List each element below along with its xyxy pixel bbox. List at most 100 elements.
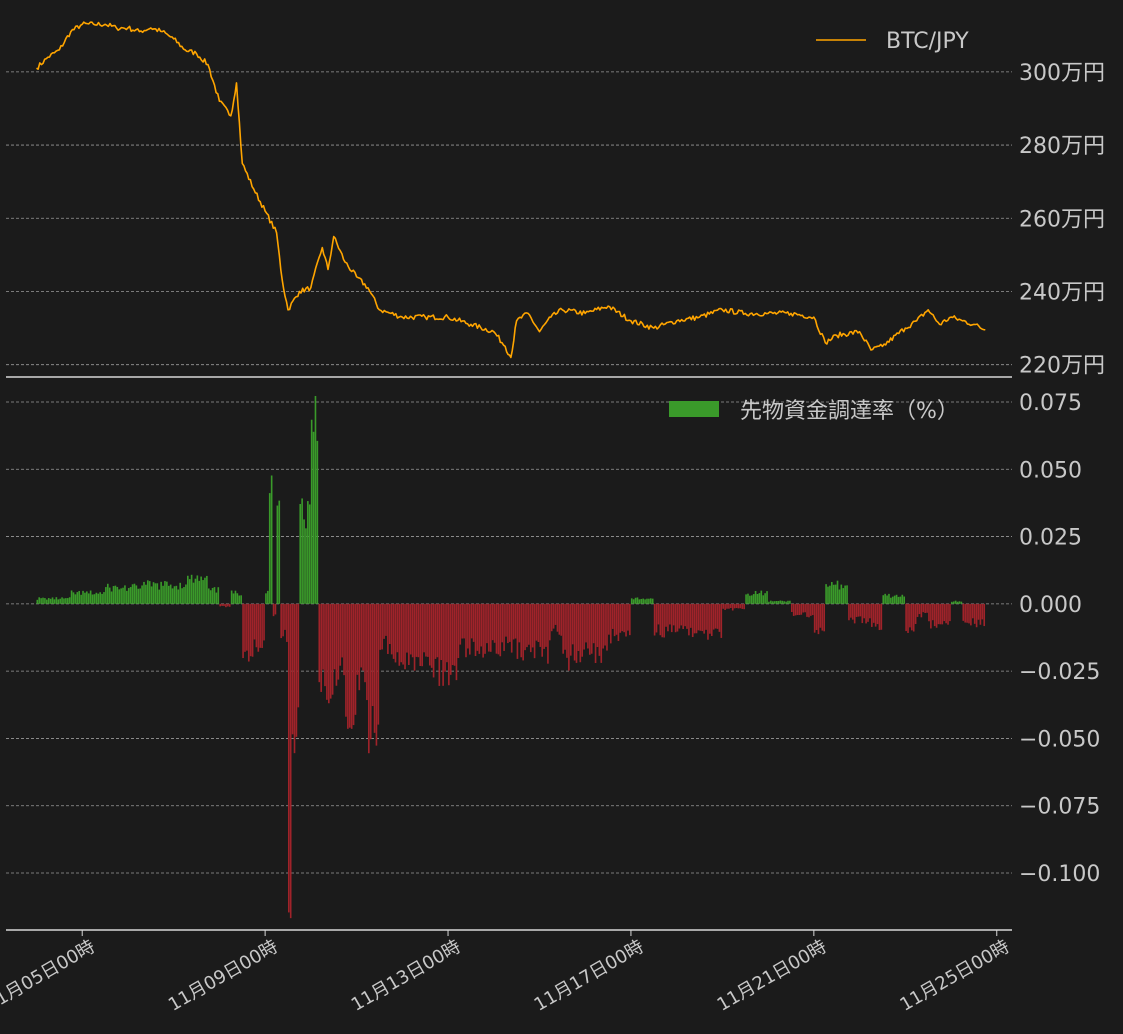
funding-bar — [952, 601, 955, 604]
funding-bar — [871, 603, 873, 627]
funding-bar — [924, 603, 926, 613]
funding-bar — [941, 603, 944, 625]
funding-bar — [308, 504, 311, 604]
funding-bar — [699, 603, 702, 631]
funding-bar — [394, 603, 397, 663]
funding-bar — [371, 603, 374, 707]
funding-y-tick-label: 0.000 — [1019, 593, 1082, 618]
funding-bar — [238, 595, 241, 604]
funding-bar — [318, 603, 321, 683]
x-tick-labels: 11月05日00時 11月09日00時 11月13日00時 11月17日00時 11月2… — [0, 930, 1013, 1016]
funding-bar — [569, 603, 572, 656]
funding-bar — [183, 587, 185, 604]
funding-bar — [691, 603, 694, 638]
funding-bar — [509, 603, 511, 642]
funding-bar — [120, 588, 122, 604]
funding-bar — [84, 592, 86, 604]
funding-bar — [63, 598, 65, 604]
funding-bar — [228, 603, 231, 607]
funding-bar — [640, 598, 643, 604]
funding-bar — [707, 603, 709, 640]
funding-bar — [343, 603, 345, 676]
funding-bar — [709, 603, 711, 634]
funding-bar — [141, 585, 143, 604]
funding-bar — [65, 598, 67, 604]
funding-bar — [518, 603, 521, 643]
funding-bar — [337, 603, 340, 680]
funding-bar — [383, 603, 385, 639]
funding-bar — [187, 575, 189, 604]
funding-bar — [971, 603, 974, 619]
funding-bar — [928, 603, 930, 622]
funding-bar — [362, 603, 364, 671]
funding-bar — [247, 603, 250, 662]
funding-bar — [646, 598, 648, 604]
funding-bar — [53, 599, 56, 604]
funding-bar — [171, 588, 174, 604]
funding-bar — [286, 603, 288, 642]
funding-bar — [263, 603, 265, 641]
funding-bar — [307, 501, 309, 604]
funding-bar — [295, 603, 298, 737]
funding-bar — [40, 598, 42, 604]
funding-bar — [859, 603, 862, 617]
funding-bar — [162, 585, 164, 604]
funding-bar — [825, 584, 827, 604]
funding-bar — [465, 603, 467, 658]
funding-bar — [427, 603, 429, 657]
funding-bar — [970, 603, 972, 626]
funding-bar — [781, 600, 784, 604]
funding-bar — [810, 603, 812, 616]
funding-legend-swatch — [669, 401, 719, 417]
funding-bar — [276, 505, 279, 604]
funding-bar — [491, 603, 494, 641]
funding-bar — [977, 603, 980, 620]
funding-bar — [831, 582, 833, 604]
funding-bar — [202, 580, 204, 604]
funding-bar — [621, 603, 624, 632]
funding-bar — [364, 603, 366, 683]
funding-bar — [240, 595, 242, 604]
funding-bar — [815, 603, 818, 630]
funding-bar — [227, 603, 229, 607]
funding-y-tick-label: −0.100 — [1019, 862, 1100, 887]
funding-bar — [869, 603, 871, 619]
funding-bar — [853, 603, 856, 624]
funding-bar — [388, 603, 391, 645]
funding-bar — [301, 498, 303, 604]
funding-bar — [66, 598, 69, 604]
x-tick-label: 11月09日00時 — [165, 936, 282, 1016]
funding-bar — [888, 593, 890, 604]
funding-bar — [829, 585, 831, 604]
funding-bar — [326, 603, 328, 700]
funding-bar — [82, 590, 84, 604]
funding-bar — [619, 603, 622, 633]
funding-bar — [177, 589, 180, 604]
funding-bar — [489, 603, 492, 652]
funding-bar — [855, 603, 858, 617]
funding-bar — [145, 584, 147, 604]
funding-bar — [116, 586, 119, 604]
funding-bar — [768, 601, 770, 604]
funding-bar — [531, 603, 534, 648]
funding-bar — [181, 588, 183, 604]
funding-bar — [672, 603, 675, 626]
funding-bar — [726, 603, 728, 609]
funding-bar — [741, 603, 744, 609]
funding-bar — [495, 603, 498, 654]
funding-bar — [937, 603, 940, 625]
price-y-tick-label: 280万円 — [1019, 134, 1105, 159]
funding-bar — [653, 603, 656, 636]
funding-bar — [857, 603, 860, 617]
funding-bar — [743, 603, 745, 610]
funding-bar — [251, 603, 254, 657]
funding-bar — [146, 580, 149, 604]
funding-bar — [392, 603, 395, 659]
funding-bar — [449, 603, 452, 675]
funding-bar — [221, 603, 223, 606]
funding-bar — [594, 603, 597, 664]
funding-bar — [632, 599, 635, 604]
funding-bar — [731, 603, 734, 611]
funding-bar — [693, 603, 696, 634]
funding-bar — [684, 603, 686, 627]
